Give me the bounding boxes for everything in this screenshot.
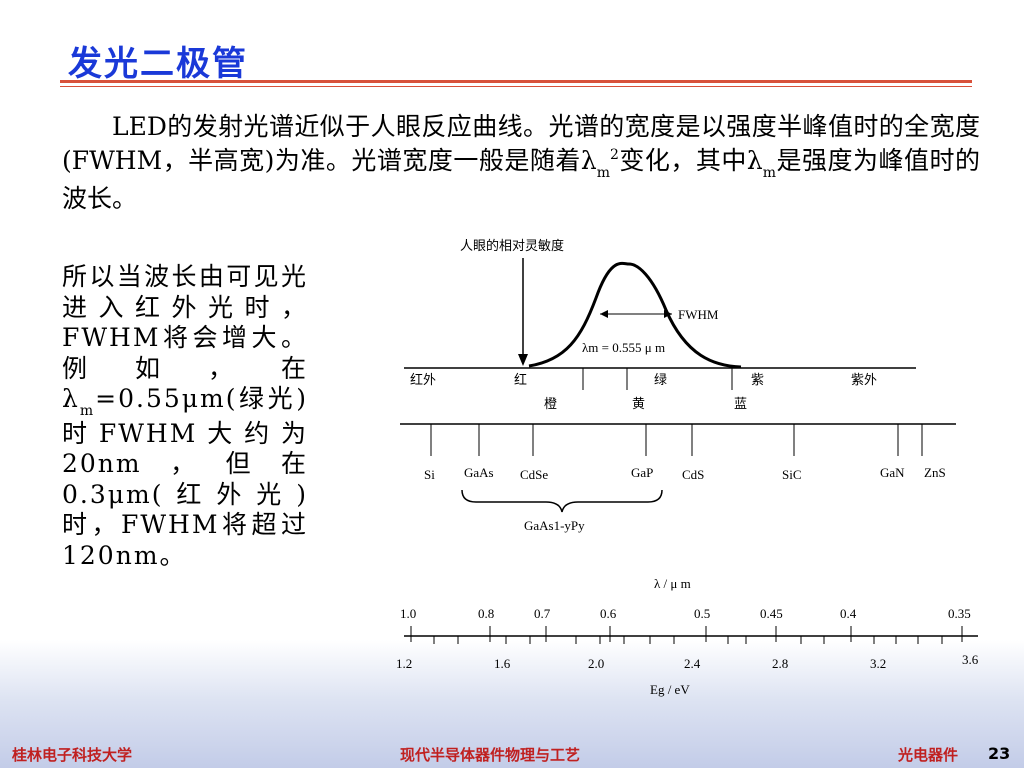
energy-axis-label: Eg / eV [650, 682, 690, 697]
wavelength-tick: 0.8 [478, 606, 494, 621]
wavelength-tick: 0.7 [534, 606, 551, 621]
lambda-m-label: λm = 0.555 μ m [582, 340, 665, 355]
footer-university: 桂林电子科技大学 [12, 746, 133, 764]
energy-tick: 2.4 [684, 656, 701, 671]
intro-text-2: 变化，其中 [618, 146, 747, 175]
footer-course: 现代半导体器件物理与工艺 [400, 746, 581, 764]
wavelength-tick: 1.0 [400, 606, 416, 621]
band-label-yellow: 黄 [632, 397, 645, 412]
eye-arrow-head [518, 354, 528, 366]
wavelength-tick-labels: 1.0 0.8 0.7 0.6 0.5 0.45 0.4 0.35 [400, 606, 971, 621]
material-label-sic: SiC [782, 467, 802, 482]
sensitivity-curve [528, 261, 742, 369]
wavelength-tick: 0.35 [948, 606, 971, 621]
band-label-infrared: 红外 [410, 372, 436, 388]
energy-tick: 3.6 [962, 652, 979, 667]
lambda-subscript: m [79, 403, 96, 419]
material-tick-group [430, 424, 923, 456]
energy-tick: 1.2 [396, 656, 412, 671]
fwhm-arrow-left-head [600, 310, 608, 318]
energy-tick: 2.8 [772, 656, 788, 671]
fwhm-label: FWHM [678, 307, 719, 322]
alloy-label: GaAs1-yPy [524, 518, 585, 533]
band-label-green: 绿 [654, 373, 667, 388]
energy-tick: 2.0 [588, 656, 604, 671]
band-label-blue: 蓝 [734, 397, 747, 412]
wavelength-tick: 0.4 [840, 606, 857, 621]
lambda-superscript: 2 [610, 147, 619, 163]
wavelength-tick: 0.5 [694, 606, 710, 621]
intro-paragraph: LED的发射光谱近似于人眼反应曲线。光谱的宽度是以强度半峰值时的全宽度(FWHM… [62, 110, 980, 216]
material-label-zns: ZnS [924, 465, 946, 480]
material-label-gap: GaP [631, 465, 653, 480]
lambda-symbol: λ [746, 146, 763, 175]
side-text-1: 所以当波长由可见光进入红外光时，FWHM将会增大。例如，在 [62, 262, 308, 383]
title-divider [60, 80, 972, 83]
alloy-brace [461, 489, 663, 513]
material-label-cds: CdS [682, 467, 704, 482]
energy-tick-labels: 1.2 1.6 2.0 2.4 2.8 3.2 3.6 [396, 652, 979, 671]
lambda-symbol: λ [62, 384, 80, 413]
band-label-violet: 紫 [751, 373, 764, 388]
wavelength-tick: 0.6 [600, 606, 617, 621]
footer-bar: 桂林电子科技大学 现代半导体器件物理与工艺 光电器件 23 [0, 736, 1024, 768]
material-label-si: Si [424, 467, 435, 482]
side-paragraph: 所以当波长由可见光进入红外光时，FWHM将会增大。例如，在λm=0.55μm(绿… [62, 262, 308, 571]
band-label-ultraviolet: 紫外 [851, 373, 877, 388]
page-number: 23 [988, 744, 1011, 763]
energy-tick: 3.2 [870, 656, 886, 671]
footer-chapter: 光电器件 [898, 746, 959, 764]
intro-text-3: 是强度为峰值时的波长。 [62, 146, 980, 213]
wavelength-axis-label: λ / μ m [654, 576, 691, 591]
lambda-symbol: λ [580, 146, 597, 175]
eye-sensitivity-label: 人眼的相对灵敏度 [460, 238, 564, 254]
side-text-2: =0.55μm(绿光)时FWHM大约为20nm，但在0.3μm(红外光)时，FW… [62, 384, 308, 570]
material-label-gan: GaN [880, 465, 905, 480]
lambda-subscript: m [762, 165, 777, 181]
material-label-gaas: GaAs [464, 465, 494, 480]
band-label-orange: 橙 [544, 397, 557, 412]
fwhm-arrow-right-head [664, 310, 672, 318]
title-divider-thin [60, 86, 972, 87]
spectrum-diagram: 人眼的相对灵敏度 FWHM λm = 0.555 μ m 红外 红 绿 紫 紫外… [396, 238, 979, 697]
wavelength-tick: 0.45 [760, 606, 783, 621]
intro-text-1: LED的发射光谱近似于人眼反应曲线。光谱的宽度是以强度半峰值时的全宽度(FWHM… [62, 112, 980, 175]
lambda-subscript: m [596, 165, 610, 181]
page-title: 发光二极管 [68, 44, 248, 84]
energy-tick: 1.6 [494, 656, 511, 671]
material-label-cdse: CdSe [520, 467, 548, 482]
axis-ticks [410, 626, 963, 644]
band-label-red: 红 [514, 372, 527, 388]
